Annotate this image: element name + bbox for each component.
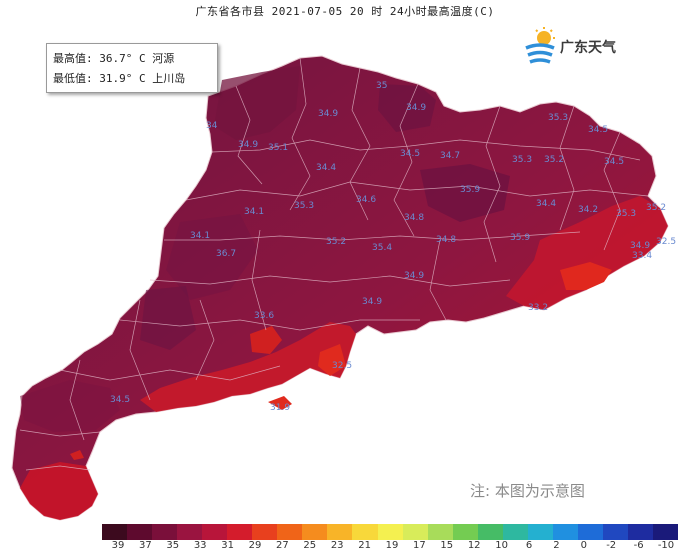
legend-tick-label: 25 bbox=[303, 540, 317, 551]
station-temperature-label: 35.3 bbox=[548, 113, 568, 123]
station-temperature-label: 34.5 bbox=[604, 157, 624, 167]
legend-tick-label: 31 bbox=[221, 540, 234, 551]
legend-color-cell bbox=[452, 524, 478, 540]
schematic-note: 注: 本图为示意图 bbox=[470, 482, 585, 500]
legend-color-cell bbox=[502, 524, 528, 540]
legend-tick-label: 35 bbox=[166, 540, 180, 551]
legend-color-cell bbox=[427, 524, 453, 540]
legend-tick-label: 33 bbox=[193, 540, 207, 551]
legend-color-cell bbox=[602, 524, 628, 540]
station-temperature-label: 36.7 bbox=[216, 249, 236, 259]
station-temperature-label: 35.2 bbox=[326, 237, 346, 247]
legend-tick-label: 37 bbox=[139, 540, 152, 551]
station-temperature-label: 34.9 bbox=[238, 140, 258, 150]
max-value-label: 最高值: 36.7° C 河源 bbox=[53, 52, 175, 65]
station-temperature-label: 34.5 bbox=[110, 395, 130, 405]
legend-tick-label: 15 bbox=[440, 540, 454, 551]
legend-color-cell bbox=[552, 524, 578, 540]
station-temperature-label: 34.9 bbox=[630, 241, 650, 251]
station-temperature-label: 34.7 bbox=[440, 151, 460, 161]
station-temperature-label: 34.9 bbox=[318, 109, 338, 119]
color-legend bbox=[102, 524, 679, 540]
legend-tick-label: 2 bbox=[553, 540, 560, 551]
station-labels: 34 34.9 35.1 34.9 35 34.9 35.3 34.5 34.4 34.6 34.5… bbox=[110, 81, 676, 413]
legend-color-cell bbox=[202, 524, 228, 540]
logo-text: 广东天气 bbox=[560, 40, 616, 56]
extreme-values-box: 最高值: 36.7° C 河源 最低值: 31.9° C 上川岛 bbox=[46, 43, 218, 93]
station-temperature-label: 34.4 bbox=[536, 199, 556, 209]
legend-color-cell bbox=[277, 524, 303, 540]
station-temperature-label: 34 bbox=[206, 121, 218, 131]
station-temperature-label: 35 bbox=[376, 81, 387, 91]
legend-color-cell bbox=[377, 524, 403, 540]
station-temperature-label: 34.1 bbox=[190, 231, 210, 241]
station-temperature-label: 34.8 bbox=[404, 213, 424, 223]
legend-color-cell bbox=[653, 524, 679, 540]
station-temperature-label: 34.5 bbox=[588, 125, 608, 135]
station-temperature-label: 35.3 bbox=[512, 155, 532, 165]
station-temperature-label: 34.8 bbox=[436, 235, 456, 245]
station-temperature-label: 34.4 bbox=[316, 163, 336, 173]
legend-color-cell bbox=[177, 524, 203, 540]
station-temperature-label: 33.6 bbox=[254, 311, 274, 321]
legend-color-cell bbox=[302, 524, 328, 540]
legend-ticks: 39 37 35 33 31 29 27 25 23 21 19 17 15 12 10 6 2 0 -2 -6 -10 bbox=[102, 540, 678, 556]
legend-color-cell bbox=[127, 524, 153, 540]
station-temperature-label: 32.5 bbox=[332, 361, 352, 371]
guangdong-weather-logo: 广东天气 bbox=[522, 26, 642, 70]
legend-tick-label: 12 bbox=[467, 540, 481, 551]
legend-color-cell bbox=[252, 524, 278, 540]
station-temperature-label: 35.9 bbox=[510, 233, 530, 243]
station-temperature-label: 34.9 bbox=[406, 103, 426, 113]
sun-cloud-logo-icon bbox=[525, 27, 555, 64]
min-value-label: 最低值: 31.9° C 上川岛 bbox=[53, 72, 186, 85]
station-temperature-label: 33.2 bbox=[528, 303, 548, 313]
station-temperature-label: 31.9 bbox=[270, 403, 290, 413]
legend-color-cell bbox=[352, 524, 378, 540]
legend-color-cell bbox=[152, 524, 178, 540]
legend-color-cell bbox=[327, 524, 353, 540]
station-temperature-label: 34.6 bbox=[356, 195, 376, 205]
station-temperature-label: 35.1 bbox=[268, 143, 288, 153]
station-temperature-label: 35.2 bbox=[646, 203, 666, 213]
station-temperature-label: 34.1 bbox=[244, 207, 264, 217]
legend-color-cell bbox=[102, 524, 128, 540]
station-temperature-label: 35.3 bbox=[294, 201, 314, 211]
legend-tick-label: -6 bbox=[633, 540, 644, 551]
station-temperature-label: 32.5 bbox=[656, 237, 676, 247]
map-title: 广东省各市县 2021-07-05 20 时 24小时最高温度(C) bbox=[195, 5, 495, 18]
station-temperature-label: 33.4 bbox=[632, 251, 652, 261]
province-shape bbox=[11, 55, 669, 521]
station-temperature-label: 35.4 bbox=[372, 243, 392, 253]
legend-tick-label: 21 bbox=[358, 540, 371, 551]
legend-tick-label: 23 bbox=[330, 540, 344, 551]
station-temperature-label: 34.9 bbox=[404, 271, 424, 281]
legend-color-cell bbox=[402, 524, 428, 540]
station-temperature-label: 34.5 bbox=[400, 149, 420, 159]
legend-tick-label: 29 bbox=[248, 540, 262, 551]
legend-color-cell bbox=[477, 524, 503, 540]
legend-tick-label: 19 bbox=[385, 540, 399, 551]
legend-tick-label: 0 bbox=[580, 540, 587, 551]
legend-tick-label: 6 bbox=[525, 540, 533, 551]
station-temperature-label: 35.9 bbox=[460, 185, 480, 195]
legend-tick-label: 17 bbox=[413, 540, 426, 551]
legend-color-cell bbox=[227, 524, 253, 540]
legend-color-cell bbox=[627, 524, 654, 540]
legend-tick-label: -2 bbox=[606, 540, 617, 551]
station-temperature-label: 34.9 bbox=[362, 297, 382, 307]
station-temperature-label: 35.3 bbox=[616, 209, 636, 219]
legend-tick-label: 27 bbox=[276, 540, 289, 551]
legend-tick-label: 39 bbox=[111, 540, 125, 551]
islands bbox=[70, 396, 292, 460]
station-temperature-label: 34.2 bbox=[578, 205, 598, 215]
legend-color-cell bbox=[527, 524, 553, 540]
station-temperature-label: 35.2 bbox=[544, 155, 564, 165]
legend-color-cell bbox=[577, 524, 603, 540]
county-borders bbox=[19, 57, 649, 471]
legend-tick-label: -10 bbox=[657, 540, 675, 551]
legend-tick-label: 10 bbox=[495, 540, 508, 551]
